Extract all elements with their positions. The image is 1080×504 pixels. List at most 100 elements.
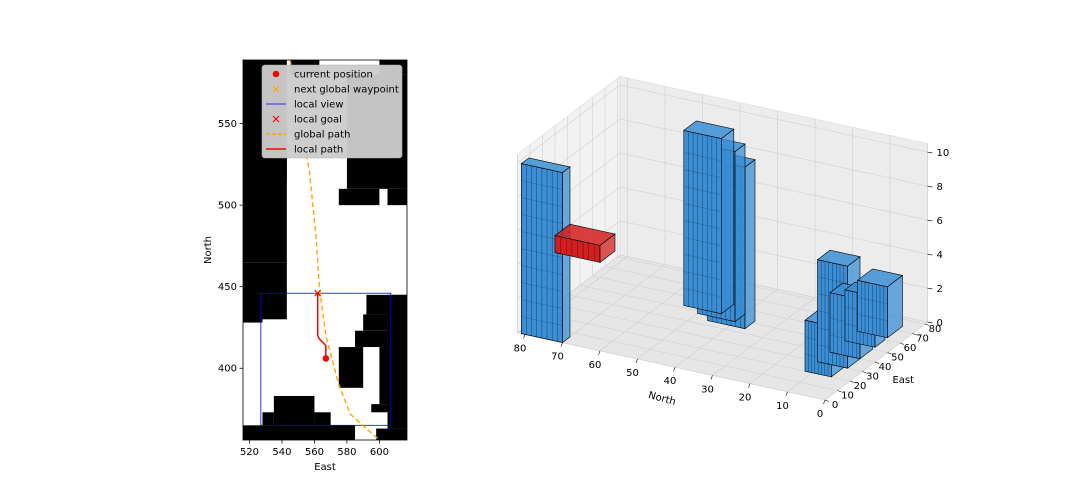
x-tick-label: 520 bbox=[240, 447, 259, 458]
north-tick bbox=[523, 334, 526, 339]
x-axis-label: East bbox=[314, 462, 336, 473]
legend-label: local view bbox=[294, 100, 344, 111]
voxel-face bbox=[816, 249, 861, 267]
east-tick bbox=[824, 399, 830, 402]
east-tick bbox=[887, 352, 892, 355]
obstacle-block bbox=[520, 157, 571, 344]
voxel-face bbox=[683, 120, 735, 139]
north-axis-label: North bbox=[647, 390, 677, 408]
local-goal-marker bbox=[314, 289, 322, 297]
north-tick bbox=[673, 367, 676, 372]
east-tick-label: 0 bbox=[832, 400, 838, 411]
voxel-edge bbox=[683, 220, 722, 229]
z-tick-label: 6 bbox=[937, 216, 943, 227]
north-tick-label: 30 bbox=[701, 384, 714, 395]
z-tick bbox=[927, 219, 933, 222]
voxel-edge bbox=[521, 248, 563, 258]
east-tick bbox=[924, 323, 930, 326]
voxel-edge bbox=[521, 299, 563, 309]
north-tick bbox=[785, 391, 788, 396]
voxel-edge bbox=[817, 276, 848, 284]
voxel-edge bbox=[683, 288, 722, 297]
obstacle-cell bbox=[338, 188, 380, 206]
z-tick-label: 0 bbox=[937, 318, 943, 329]
east-tick-label: 10 bbox=[841, 391, 854, 402]
map-frame bbox=[242, 59, 408, 441]
x-tick-label: 560 bbox=[305, 447, 324, 458]
obstacle-cell bbox=[387, 188, 407, 206]
obstacle-block bbox=[856, 268, 904, 339]
voxel-edge bbox=[683, 203, 722, 212]
legend-handle-local-goal bbox=[272, 115, 280, 123]
map-2d-axes: 520 540 560 580 600 400 450 500 550 East North curr… bbox=[203, 59, 408, 473]
z-tick bbox=[927, 185, 933, 188]
obstacle-cell bbox=[243, 303, 263, 323]
voxel-edge bbox=[521, 180, 563, 190]
north-tick bbox=[560, 342, 563, 347]
voxel-edge bbox=[683, 169, 722, 178]
legend-label: local path bbox=[294, 145, 343, 156]
obstacle-cell bbox=[379, 347, 407, 405]
voxel-edge bbox=[683, 186, 722, 195]
east-tick bbox=[862, 371, 867, 374]
east-axis-label: East bbox=[892, 375, 914, 386]
y-tick-label: 400 bbox=[218, 364, 237, 375]
voxel-edge bbox=[683, 237, 722, 246]
obstacle-cell bbox=[371, 404, 396, 413]
east-tick bbox=[899, 342, 905, 345]
legend-handle-current-position bbox=[272, 70, 280, 78]
north-tick-label: 0 bbox=[817, 409, 823, 420]
north-tick bbox=[710, 375, 713, 380]
local-view-box bbox=[260, 292, 392, 426]
east-tick-label: 20 bbox=[854, 381, 867, 392]
voxel-edge bbox=[521, 282, 563, 292]
voxel-edge bbox=[857, 314, 888, 321]
voxel-face bbox=[720, 128, 735, 315]
north-tick-label: 70 bbox=[551, 352, 564, 363]
east-tick bbox=[849, 380, 855, 383]
north-tick-label: 50 bbox=[626, 368, 639, 379]
north-tick-label: 10 bbox=[776, 401, 789, 412]
north-tick-label: 60 bbox=[589, 360, 602, 371]
obstacle-cell bbox=[262, 412, 274, 426]
east-tick-label: 50 bbox=[891, 353, 904, 364]
north-tick-label: 40 bbox=[664, 376, 677, 387]
voxel-face bbox=[744, 158, 756, 330]
y-tick-label: 500 bbox=[218, 201, 237, 212]
voxel-edge bbox=[683, 254, 722, 263]
voxel-face bbox=[520, 157, 571, 173]
north-tick bbox=[823, 399, 826, 405]
voxel-edge bbox=[521, 214, 563, 224]
north-tick-label: 80 bbox=[514, 343, 527, 354]
north-tick-label: 20 bbox=[739, 393, 752, 404]
z-tick bbox=[927, 151, 933, 154]
voxel-3d-axes: 0102030405060708001020304050607080024681… bbox=[514, 75, 950, 420]
x-tick-label: 600 bbox=[370, 447, 389, 458]
y-tick-label: 550 bbox=[218, 119, 237, 130]
z-tick-label: 2 bbox=[937, 284, 943, 295]
y-tick-label: 450 bbox=[218, 282, 237, 293]
east-tick-label: 80 bbox=[929, 324, 942, 335]
legend-label: current position bbox=[294, 70, 373, 81]
obstacle-cell bbox=[363, 314, 388, 331]
obstacle-cell bbox=[273, 395, 315, 426]
legend-label: next global waypoint bbox=[294, 85, 399, 96]
east-tick-label: 60 bbox=[904, 343, 917, 354]
x-tick-label: 540 bbox=[272, 447, 291, 458]
obstacle-cell bbox=[338, 347, 364, 388]
z-tick-label: 10 bbox=[937, 148, 950, 159]
legend-handle-next-waypoint bbox=[272, 85, 280, 93]
voxel-edge bbox=[521, 197, 563, 207]
east-tick-label: 30 bbox=[866, 372, 879, 383]
east-tick-label: 70 bbox=[916, 334, 929, 345]
east-tick bbox=[874, 361, 880, 364]
voxel-edge bbox=[857, 297, 888, 304]
east-tick bbox=[837, 390, 842, 393]
legend-box bbox=[261, 64, 403, 159]
north-tick bbox=[598, 350, 601, 355]
x-tick-label: 580 bbox=[337, 447, 356, 458]
z-tick bbox=[927, 253, 933, 256]
z-tick-label: 8 bbox=[937, 182, 943, 193]
obstacle-cell bbox=[314, 412, 331, 426]
